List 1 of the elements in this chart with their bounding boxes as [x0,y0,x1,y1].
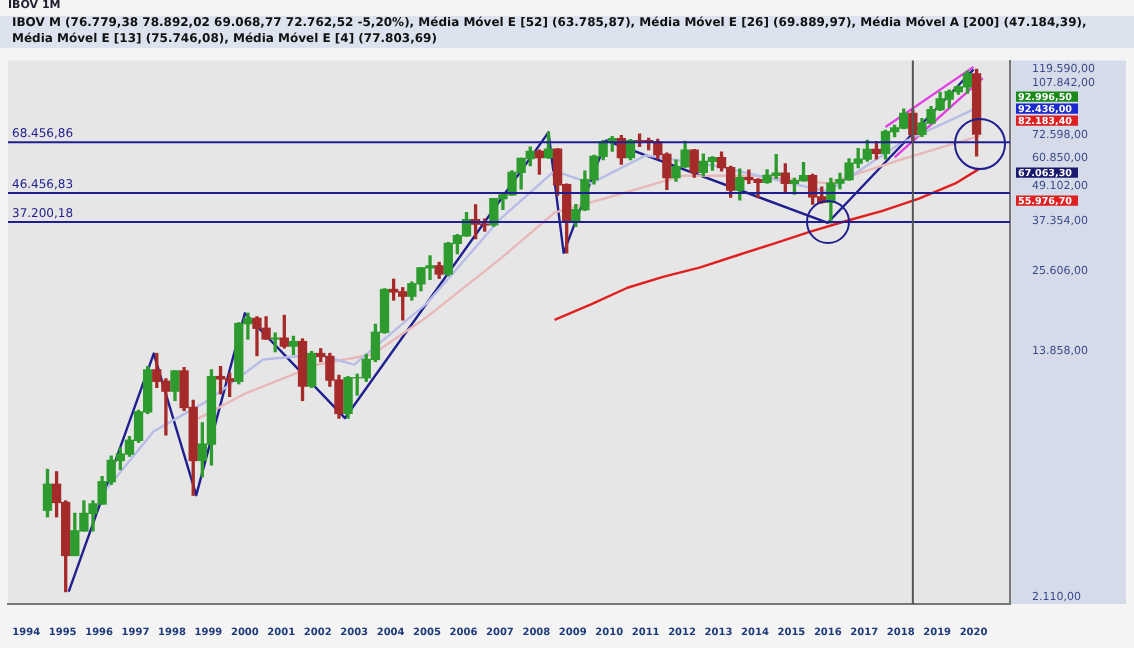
candlestick [270,332,280,353]
